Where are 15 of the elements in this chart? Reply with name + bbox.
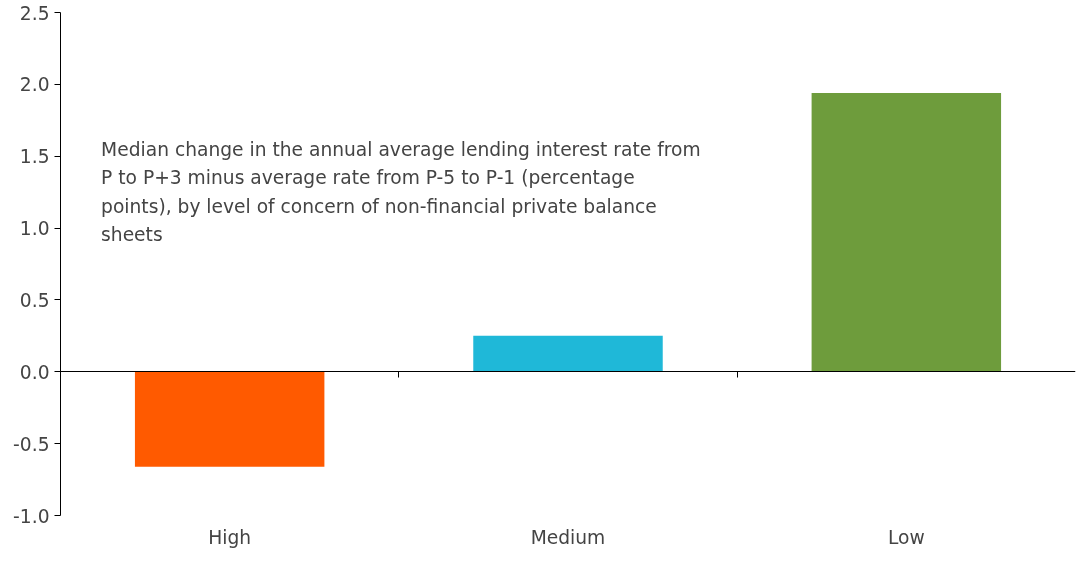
y-tick-label: 0.5 — [19, 289, 50, 311]
y-tick-label: 1.5 — [19, 146, 50, 168]
x-tick-label: Medium — [530, 526, 606, 548]
y-tick-label: 2.5 — [19, 2, 50, 24]
bar — [473, 335, 663, 372]
y-tick-label: -1.0 — [13, 505, 50, 527]
y-tick-label: 1.0 — [19, 218, 50, 240]
y-tick-label: -0.5 — [13, 433, 50, 455]
annotation: Median change in the annual average lending interest rate from P to P+3 minus average rate from P-5 to P-1 (percentage points), by level of concern of non-financial private balance sheets — [101, 138, 701, 246]
bar — [811, 92, 1002, 372]
x-tick-label: High — [208, 526, 252, 548]
y-tick-label: 0.0 — [19, 361, 50, 383]
x-tick-label: Low — [887, 526, 925, 548]
y-tick-label: 2.0 — [19, 74, 50, 96]
bar — [134, 371, 325, 467]
